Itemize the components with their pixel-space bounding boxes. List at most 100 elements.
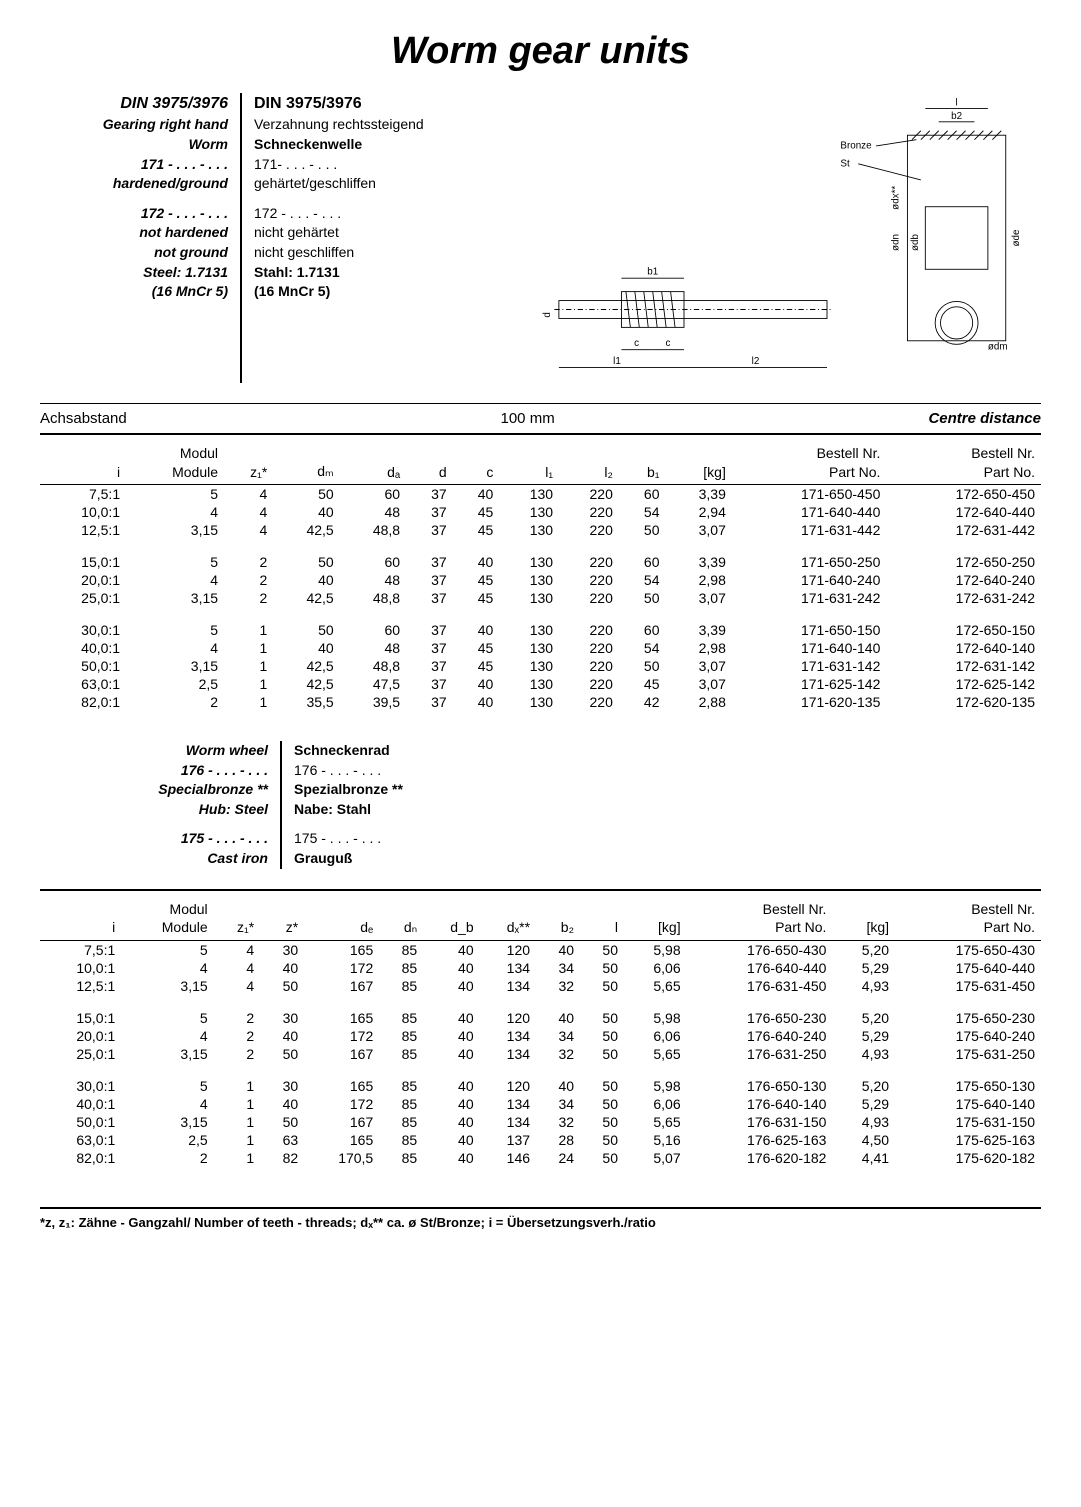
table-cell: 5: [126, 485, 224, 504]
table-cell: 4,93: [832, 1045, 895, 1063]
table-row: 30,0:15130165854012040505,98176-650-1305…: [40, 1077, 1041, 1095]
table-cell: 5,98: [624, 940, 687, 959]
table-row: [40, 539, 1041, 553]
table-cell: 175-620-182: [895, 1149, 1041, 1167]
wheel-r: Spezialbronze **: [294, 780, 403, 800]
table-header: Bestell Nr.: [886, 443, 1041, 461]
table-header: Modul: [121, 899, 213, 917]
dim-ode: øde: [1011, 229, 1022, 246]
table-cell: 3,15: [121, 1045, 213, 1063]
table-row: 10,0:14440483745130220542,94171-640-4401…: [40, 503, 1041, 521]
table-header: Part No.: [732, 461, 887, 485]
table-cell: 172-640-140: [886, 639, 1041, 657]
table-cell: 5,29: [832, 959, 895, 977]
table-cell: 50: [619, 657, 666, 675]
table-cell: 20,0:1: [40, 1027, 121, 1045]
table-cell: 3,07: [666, 675, 732, 693]
table-cell: 47,5: [340, 675, 406, 693]
table-cell: 120: [480, 1009, 536, 1027]
table-cell: 40,0:1: [40, 1095, 121, 1113]
table-header: [260, 899, 304, 917]
table-header: [379, 899, 423, 917]
table-cell: 45: [453, 589, 500, 607]
spec-r: Verzahnung rechtssteigend: [254, 115, 424, 135]
table-cell: 176-640-140: [687, 1095, 833, 1113]
table-cell: 5: [126, 621, 224, 639]
table-cell: 40: [423, 1077, 479, 1095]
table-cell: 50: [580, 1131, 624, 1149]
table-cell: 60: [619, 485, 666, 504]
table-cell: 172-640-240: [886, 571, 1041, 589]
table-cell: 7,5:1: [40, 485, 126, 504]
table-cell: 172-631-242: [886, 589, 1041, 607]
distance-value: 100 mm: [501, 410, 555, 427]
table-cell: 37: [406, 571, 453, 589]
table-cell: 32: [536, 1045, 580, 1063]
table-header: [kg]: [666, 461, 732, 485]
table-header: Part No.: [886, 461, 1041, 485]
table-header: [423, 899, 479, 917]
table-row: 7,5:15430165854012040505,98176-650-4305,…: [40, 940, 1041, 959]
table-cell: 1: [214, 1095, 261, 1113]
table-cell: 40: [260, 1027, 304, 1045]
table-row: 25,0:13,15250167854013432505,65176-631-2…: [40, 1045, 1041, 1063]
spec-r: nicht gehärtet: [254, 223, 424, 243]
table-cell: 28: [536, 1131, 580, 1149]
table-cell: 4: [126, 503, 224, 521]
table-cell: 2: [126, 693, 224, 711]
table-cell: 172-650-150: [886, 621, 1041, 639]
table-header: Part No.: [687, 917, 833, 941]
dim-odx: ødx**: [890, 186, 901, 210]
dim-c: c: [634, 338, 639, 349]
table-header: Module: [126, 461, 224, 485]
table-cell: 130: [499, 485, 559, 504]
table-cell: 5,20: [832, 1009, 895, 1027]
table-header: dₑ: [304, 917, 379, 941]
table-cell: 175-640-140: [895, 1095, 1041, 1113]
table-cell: 20,0:1: [40, 571, 126, 589]
table-cell: 171-620-135: [732, 693, 887, 711]
table-cell: 1: [224, 693, 273, 711]
table-header: c: [453, 461, 500, 485]
table-cell: 4,93: [832, 1113, 895, 1131]
dim-odm: ødm: [987, 342, 1007, 353]
table-cell: 42,5: [273, 675, 339, 693]
table-header: d: [406, 461, 453, 485]
table-cell: 63,0:1: [40, 675, 126, 693]
table-cell: 165: [304, 940, 379, 959]
table-cell: 175-631-450: [895, 977, 1041, 995]
table-cell: 165: [304, 1131, 379, 1149]
table-cell: 167: [304, 1113, 379, 1131]
table-cell: 4: [214, 959, 261, 977]
table-cell: 2: [214, 1009, 261, 1027]
wheel-r: Grauguß: [294, 849, 403, 869]
spec-l: not hardened: [52, 223, 228, 243]
table-cell: 7,5:1: [40, 940, 121, 959]
table-cell: 4: [126, 639, 224, 657]
label-bronze: Bronze: [840, 141, 872, 152]
table-cell: 5,20: [832, 1077, 895, 1095]
table-cell: 176-631-150: [687, 1113, 833, 1131]
table-cell: 220: [559, 621, 619, 639]
table-cell: 34: [536, 959, 580, 977]
technical-diagram: l1 l2 c c b1 d l: [541, 93, 1042, 383]
table-cell: 2: [121, 1149, 213, 1167]
table-cell: 165: [304, 1077, 379, 1095]
table-cell: 85: [379, 1131, 423, 1149]
table-header: [214, 899, 261, 917]
table-cell: 3,39: [666, 485, 732, 504]
table-header: Part No.: [895, 917, 1041, 941]
table-cell: 37: [406, 675, 453, 693]
table-header: z*: [260, 917, 304, 941]
table-cell: 37: [406, 693, 453, 711]
table-cell: 37: [406, 589, 453, 607]
table-row: 15,0:15250603740130220603,39171-650-2501…: [40, 553, 1041, 571]
table-header: d_b: [423, 917, 479, 941]
table-cell: 37: [406, 621, 453, 639]
table-cell: 176-640-240: [687, 1027, 833, 1045]
spec-l: not ground: [52, 243, 228, 263]
table-cell: 3,07: [666, 521, 732, 539]
table-cell: 50: [580, 977, 624, 995]
table-header: z₁*: [224, 461, 273, 485]
table-cell: 172-625-142: [886, 675, 1041, 693]
